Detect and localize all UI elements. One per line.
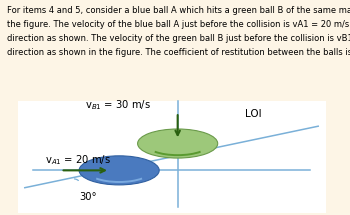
Text: v$_{B1}$ = 30 m/s: v$_{B1}$ = 30 m/s [85,98,151,112]
Ellipse shape [79,156,159,185]
Text: For items 4 and 5, consider a blue ball A which hits a green ball B of the same : For items 4 and 5, consider a blue ball … [7,6,350,15]
Text: 30°: 30° [79,192,97,202]
Text: direction as shown. The velocity of the green ball B just before the collision i: direction as shown. The velocity of the … [7,34,350,43]
Text: direction as shown in the figure. The coefficient of restitution between the bal: direction as shown in the figure. The co… [7,48,350,57]
Ellipse shape [138,129,218,158]
Text: the figure. The velocity of the blue ball A just before the collision is vA1 = 2: the figure. The velocity of the blue bal… [7,20,350,29]
FancyBboxPatch shape [18,101,326,213]
Text: v$_{A1}$ = 20 m/s: v$_{A1}$ = 20 m/s [45,153,111,167]
Text: LOI: LOI [245,109,262,120]
